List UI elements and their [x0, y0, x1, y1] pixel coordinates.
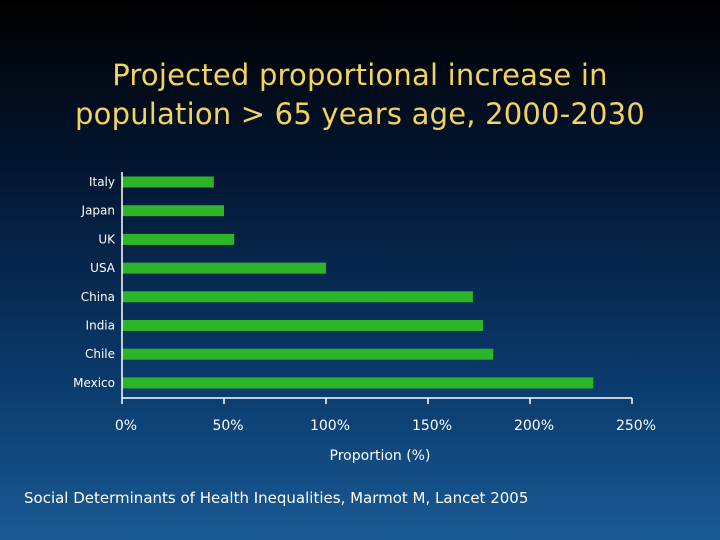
- citation-text: Social Determinants of Health Inequaliti…: [24, 489, 529, 507]
- x-tick-label: 100%: [310, 418, 350, 434]
- bar-uk: [122, 233, 235, 245]
- bar-usa: [122, 262, 326, 274]
- category-labels: Italy Japan UK USA China India Chile Mexico: [73, 175, 116, 390]
- x-tick-label: 50%: [212, 418, 243, 434]
- bar-india: [122, 320, 484, 331]
- x-tick-label: 200%: [514, 418, 554, 434]
- bars-group: [122, 176, 594, 389]
- bar-china: [122, 291, 473, 303]
- x-tick-label: 150%: [412, 418, 452, 434]
- category-label-china: China: [81, 290, 115, 304]
- bar-italy: [122, 176, 214, 188]
- bar-japan: [122, 205, 224, 217]
- bar-chile: [122, 348, 494, 360]
- x-axis-ticks: 0% 50% 100% 150% 200% 250%: [115, 398, 656, 434]
- x-tick-label: 250%: [616, 418, 656, 434]
- category-label-mexico: Mexico: [73, 376, 115, 390]
- category-label-uk: UK: [98, 232, 116, 246]
- axes-group: [121, 172, 632, 399]
- x-axis-title: Proportion (%): [330, 448, 431, 464]
- bar-mexico: [122, 377, 594, 389]
- chart-title: Projected proportional increase in popul…: [0, 56, 720, 134]
- category-label-india: India: [86, 319, 115, 333]
- x-tick-label: 0%: [115, 418, 137, 434]
- chart-title-line-2: population > 65 years age, 2000-2030: [75, 97, 645, 131]
- chart-title-line-1: Projected proportional increase in: [112, 58, 608, 92]
- category-label-japan: Japan: [81, 204, 115, 218]
- category-label-usa: USA: [90, 261, 116, 275]
- category-label-chile: Chile: [85, 347, 115, 361]
- category-label-italy: Italy: [89, 175, 115, 189]
